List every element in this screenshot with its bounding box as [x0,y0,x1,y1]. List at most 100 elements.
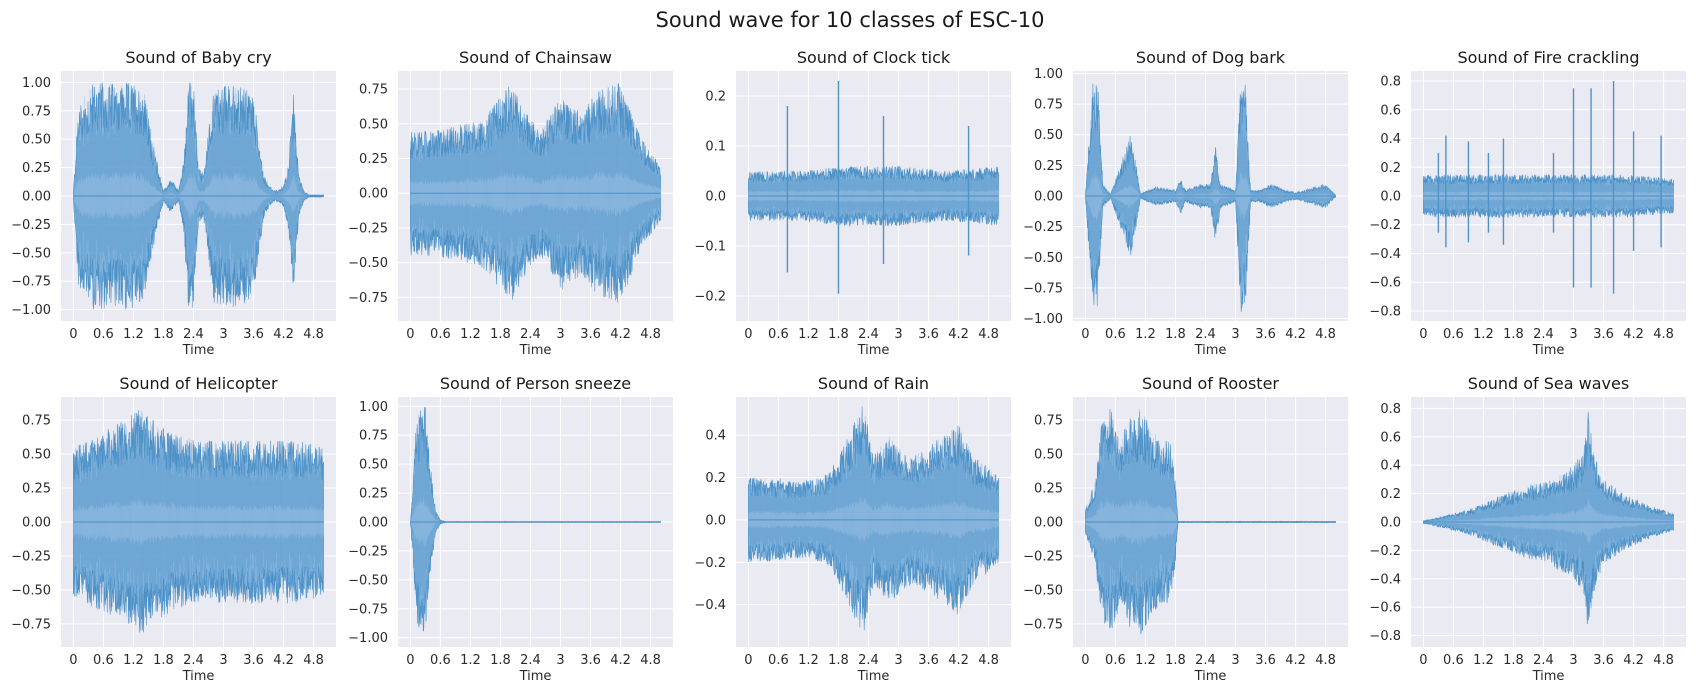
y-tick-label: 0.4 [705,429,726,444]
x-tick-label: 1.2 [1473,653,1494,668]
subplot-title: Sound of Dog bark [1136,48,1286,67]
y-tick-label: 0.00 [22,190,51,205]
x-tick-label: 2.4 [858,653,879,668]
x-tick-label: 4.2 [948,653,969,668]
x-tick-label: 1.2 [123,327,144,342]
x-tick-label: 1.8 [153,653,174,668]
x-tick-label: 0 [1081,327,1089,342]
x-tick-label: 1.8 [490,653,511,668]
x-axis-label: Time [857,669,890,684]
x-tick-label: 2.4 [520,653,541,668]
subplot-title: Sound of Sea waves [1468,374,1629,393]
x-tick-label: 2.4 [183,653,204,668]
y-tick-label: 0.75 [22,414,51,429]
x-tick-label: 0 [406,327,414,342]
x-tick-label: 4.8 [1653,327,1674,342]
x-tick-label: 4.8 [978,653,999,668]
x-tick-label: 0 [406,653,414,668]
y-tick-label: −0.50 [348,573,388,588]
y-tick-label: 0.8 [1380,402,1401,417]
x-tick-label: 4.2 [948,327,969,342]
y-tick-label: −1.00 [1023,312,1063,327]
subplot-sound-of-sea-waves: Sound of Sea waves 0 0.6 1.2 1.8 2.4 3 3.6 4.2 4.… [1369,374,1686,684]
x-tick-label: 3.6 [580,327,601,342]
x-tick-label: 0 [1419,327,1427,342]
y-tick-label: 0.4 [1380,132,1401,147]
x-tick-label: 3.6 [1255,327,1276,342]
y-tick-label: 0.00 [1034,190,1063,205]
y-tick-label: −0.75 [1023,617,1063,632]
y-tick-label: −1.00 [11,303,51,318]
x-tick-label: 2.4 [858,327,879,342]
y-tick-label: −0.6 [1369,601,1401,616]
x-tick-label: 4.8 [303,327,324,342]
x-tick-label: 4.8 [640,653,661,668]
x-tick-label: 4.2 [610,653,631,668]
x-tick-label: 0.6 [1443,327,1464,342]
y-tick-label: 0.4 [1380,459,1401,474]
y-tick-label: 0.6 [1380,430,1401,445]
x-tick-label: 2.4 [183,327,204,342]
x-tick-label: 3 [219,653,227,668]
x-tick-label: 4.8 [978,327,999,342]
x-axis-label: Time [857,343,890,358]
y-tick-label: 0.75 [22,104,51,119]
y-tick-label: −0.8 [1369,304,1401,319]
x-tick-label: 1.2 [1135,327,1156,342]
subplot-title: Sound of Baby cry [125,48,271,67]
x-tick-label: 0.6 [1105,327,1126,342]
x-tick-label: 0.6 [430,653,451,668]
y-tick-label: −0.25 [11,218,51,233]
waveform-rms [1085,497,1336,547]
y-tick-label: −0.25 [1023,549,1063,564]
x-tick-label: 0 [1081,653,1089,668]
y-tick-label: 0.25 [22,482,51,497]
y-tick-label: 0.00 [1034,516,1063,531]
x-tick-label: 4.8 [640,327,661,342]
x-tick-label: 0.6 [768,653,789,668]
y-tick-label: 0.6 [1380,103,1401,118]
y-tick-label: −0.50 [11,583,51,598]
y-tick-label: 0.25 [1034,482,1063,497]
subplot-title: Sound of Person sneeze [440,374,631,393]
y-tick-label: −0.1 [694,240,726,255]
x-tick-label: 4.2 [273,653,294,668]
x-tick-label: 0.6 [1443,653,1464,668]
x-tick-label: 4.8 [1315,327,1336,342]
y-tick-label: 0.2 [705,471,726,486]
subplot-sound-of-baby-cry: Sound of Baby cry 0 0.6 1.2 1.8 2.4 3 3.6 4.2 4.8… [11,48,336,358]
x-tick-label: 0 [744,653,752,668]
y-tick-label: 0.2 [1380,161,1401,176]
y-tick-label: 0.25 [1034,159,1063,174]
x-tick-label: 0 [69,653,77,668]
y-tick-label: −0.4 [694,598,726,613]
subplot-sound-of-rooster: Sound of Rooster 0 0.6 1.2 1.8 2.4 3 3.6 4.2 4.8 T… [1023,374,1348,684]
y-tick-label: 0.75 [359,83,388,98]
x-tick-label: 4.8 [1653,653,1674,668]
x-axis-label: Time [1532,669,1565,684]
y-tick-label: 0.25 [22,161,51,176]
x-axis-label: Time [1194,669,1227,684]
y-tick-label: −0.6 [1369,276,1401,291]
x-tick-label: 1.8 [828,327,849,342]
y-tick-label: 0.00 [359,187,388,202]
x-tick-label: 1.8 [1503,327,1524,342]
y-tick-label: 0.2 [705,90,726,105]
x-tick-label: 0.6 [1105,653,1126,668]
subplot-title: Sound of Helicopter [119,374,278,393]
x-tick-label: 2.4 [520,327,541,342]
x-tick-label: 1.2 [1135,653,1156,668]
subplot-title: Sound of Rain [818,374,929,393]
x-tick-label: 3.6 [918,653,939,668]
y-tick-label: 0.0 [1380,516,1401,531]
subplot-sound-of-dog-bark: Sound of Dog bark 0 0.6 1.2 1.8 2.4 3 3.6 4.2 4.8… [1023,48,1348,358]
x-axis-label: Time [182,669,215,684]
y-tick-label: −0.75 [1023,281,1063,296]
y-tick-label: −0.75 [348,291,388,306]
subplot-sound-of-rain: Sound of Rain 0 0.6 1.2 1.8 2.4 3 3.6 4.2 4.8 Time… [694,374,1011,684]
y-tick-label: −0.25 [1023,220,1063,235]
x-tick-label: 2.4 [1533,327,1554,342]
y-tick-label: 1.00 [1034,67,1063,82]
y-tick-label: 0.00 [359,516,388,531]
